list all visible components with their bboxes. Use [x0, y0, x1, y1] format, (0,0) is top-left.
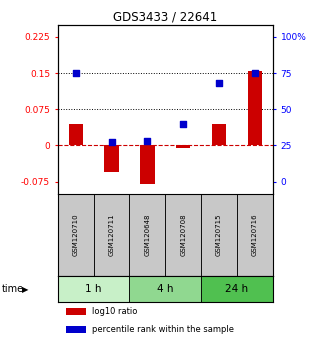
Bar [94, 194, 129, 276]
Bar [129, 194, 165, 276]
Bar [201, 194, 237, 276]
Bar [58, 276, 129, 302]
Bar [201, 276, 273, 302]
Text: GSM120648: GSM120648 [144, 213, 151, 256]
Text: log10 ratio: log10 ratio [92, 307, 138, 316]
Point [145, 138, 150, 144]
Bar [165, 194, 201, 276]
Bar [176, 145, 190, 148]
Title: GDS3433 / 22641: GDS3433 / 22641 [113, 11, 217, 24]
Text: GSM120708: GSM120708 [180, 213, 186, 256]
Text: ▶: ▶ [22, 285, 28, 294]
Bar [66, 326, 86, 333]
Bar [212, 124, 226, 145]
Point [216, 80, 221, 86]
Bar [129, 276, 201, 302]
Bar [66, 308, 86, 315]
Bar [140, 145, 155, 184]
Text: time: time [2, 284, 24, 294]
Point [181, 121, 186, 126]
Text: percentile rank within the sample: percentile rank within the sample [92, 325, 234, 334]
Text: GSM120711: GSM120711 [108, 213, 115, 256]
Text: GSM120716: GSM120716 [252, 213, 258, 256]
Point [73, 70, 78, 76]
Bar [104, 145, 119, 172]
Bar [237, 194, 273, 276]
Text: GSM120710: GSM120710 [73, 213, 79, 256]
Text: 24 h: 24 h [225, 284, 248, 294]
Text: 1 h: 1 h [85, 284, 102, 294]
Bar [69, 124, 83, 145]
Text: GSM120715: GSM120715 [216, 213, 222, 256]
Bar [248, 70, 262, 145]
Point [252, 70, 257, 76]
Point [109, 139, 114, 145]
Bar [58, 194, 94, 276]
Text: 4 h: 4 h [157, 284, 174, 294]
